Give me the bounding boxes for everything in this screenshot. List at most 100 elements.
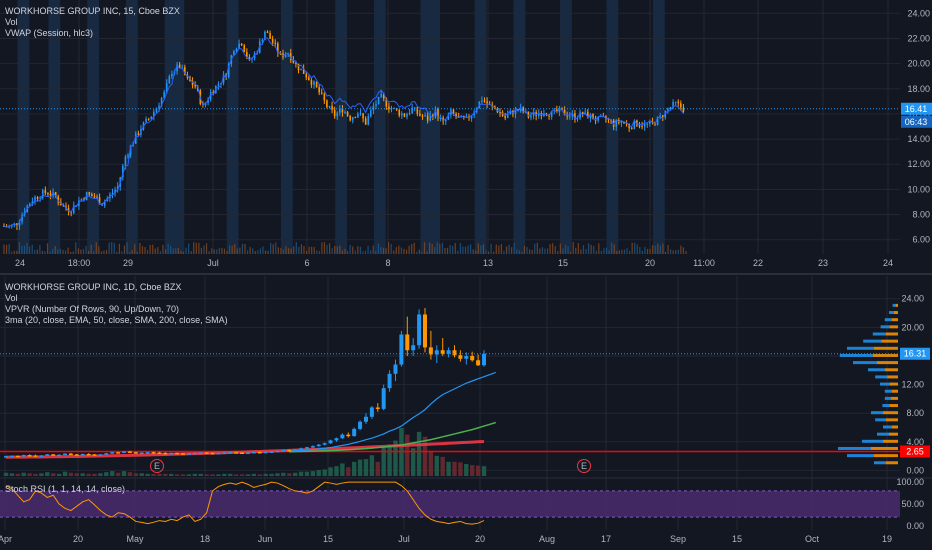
top-candle-body	[571, 113, 574, 116]
top-y-tick-label: 24.00	[907, 8, 930, 18]
top-candle-body	[465, 116, 468, 118]
top-volume-bar	[108, 242, 110, 254]
top-volume-bar	[334, 246, 336, 254]
top-volume-bar	[98, 246, 100, 254]
top-volume-bar	[336, 246, 338, 254]
top-volume-bar	[287, 248, 290, 254]
vpvr-up-bar	[838, 446, 871, 450]
daily-volume-bar	[216, 474, 221, 476]
vpvr-up-bar	[883, 425, 892, 429]
daily-candle-body	[281, 450, 286, 452]
daily-candle-body	[446, 350, 451, 354]
top-candle-body	[212, 91, 215, 94]
top-candle-body	[300, 68, 302, 71]
top-candle-body	[401, 113, 403, 116]
vpvr-down-bar	[877, 361, 898, 365]
stoch-title[interactable]: Stoch RSI (1, 1, 14, 14, close)	[5, 484, 126, 494]
daily-candle-body	[464, 355, 469, 359]
daily-candle-body	[257, 451, 262, 454]
top-volume-bar	[657, 243, 659, 254]
daily-candle-body	[476, 360, 481, 366]
top-volume-bar	[441, 242, 444, 254]
daily-volume-bar	[157, 473, 162, 476]
daily-candle-body	[422, 314, 427, 348]
vpvr-down-bar	[887, 375, 898, 379]
vpvr-down-bar	[893, 311, 898, 315]
top-y-tick-label: 6.00	[912, 235, 930, 245]
top-volume-bar	[439, 243, 441, 254]
top-volume-bar	[72, 251, 74, 254]
top-candle-body	[558, 107, 561, 112]
top-candle-body	[439, 117, 442, 119]
top-candle-body	[393, 107, 395, 109]
vpvr-down-bar	[874, 454, 898, 458]
top-candle-body	[67, 208, 70, 212]
daily-candle-body	[428, 347, 433, 355]
bottom-vol-label[interactable]: Vol	[5, 293, 18, 303]
vpvr-down-bar	[892, 318, 898, 322]
top-x-tick-label: 11:00	[693, 258, 715, 268]
top-candle-body	[127, 155, 129, 157]
top-volume-bar	[159, 251, 161, 254]
top-candle-body	[532, 112, 535, 116]
top-volume-bar	[180, 250, 182, 254]
top-volume-bar	[398, 245, 400, 254]
top-candle-body	[91, 194, 93, 197]
session-band	[281, 0, 293, 254]
top-volume-bar	[385, 248, 387, 254]
bottom-chart-title[interactable]: WORKHORSE GROUP INC, 1D, Cboe BZX	[5, 282, 182, 292]
top-volume-bar	[170, 245, 172, 254]
top-candle-body	[333, 109, 336, 117]
ma-label[interactable]: 3ma (20, close, EMA, 50, close, SMA, 200…	[5, 315, 228, 325]
daily-candle-body	[334, 438, 339, 441]
top-chart-title[interactable]: WORKHORSE GROUP INC, 15, Cboe BZX	[5, 6, 180, 16]
top-volume-bar	[162, 244, 164, 254]
top-vwap-label[interactable]: VWAP (Session, hlc3)	[5, 28, 94, 38]
vpvr-up-bar	[877, 432, 889, 436]
daily-volume-bar	[375, 461, 380, 476]
daily-candle-body	[157, 452, 162, 455]
top-volume-bar	[172, 248, 174, 254]
top-candle-body	[589, 114, 592, 119]
top-candle-body	[339, 108, 341, 113]
daily-volume-bar	[62, 471, 68, 476]
top-volume-bar	[113, 242, 115, 254]
vpvr-down-bar	[889, 325, 898, 329]
top-volume-bar	[382, 247, 385, 254]
top-volume-bar	[646, 249, 649, 254]
top-countdown-tag-bg	[901, 115, 932, 128]
daily-volume-bar	[275, 473, 280, 476]
daily-volume-bar	[139, 473, 144, 476]
top-volume-bar	[121, 251, 123, 254]
top-candle-body	[576, 118, 579, 120]
daily-candle-body	[470, 355, 475, 361]
top-volume-bar	[654, 245, 656, 254]
daily-candle-body	[417, 314, 422, 346]
top-volume-bar	[329, 243, 331, 254]
top-volume-bar	[611, 242, 613, 254]
top-volume-bar	[472, 249, 474, 254]
top-vol-label[interactable]: Vol	[5, 17, 18, 27]
top-candle-body	[18, 221, 21, 226]
daily-volume-bar	[346, 467, 351, 476]
top-volume-bar	[393, 250, 395, 254]
daily-candle-body	[216, 452, 221, 455]
top-volume-bar	[88, 250, 90, 254]
vpvr-up-bar	[884, 396, 891, 400]
daily-candle-body	[74, 454, 79, 456]
top-y-tick-label: 8.00	[912, 210, 930, 220]
daily-volume-bar	[369, 455, 375, 476]
daily-volume-bar	[281, 472, 286, 476]
top-volume-bar	[149, 244, 151, 254]
vpvr-up-bar	[847, 454, 874, 458]
vpvr-label[interactable]: VPVR (Number Of Rows, 90, Up/Down, 70)	[5, 304, 180, 314]
top-volume-bar	[508, 244, 510, 254]
bottom-legend: WORKHORSE GROUP INC, 1D, Cboe BZX Vol VP…	[5, 282, 228, 326]
top-x-tick-label: 6	[304, 258, 309, 268]
daily-candle-body	[127, 451, 132, 453]
top-volume-bar	[677, 249, 679, 254]
daily-volume-bar	[39, 473, 44, 476]
daily-candle-body	[369, 407, 374, 417]
